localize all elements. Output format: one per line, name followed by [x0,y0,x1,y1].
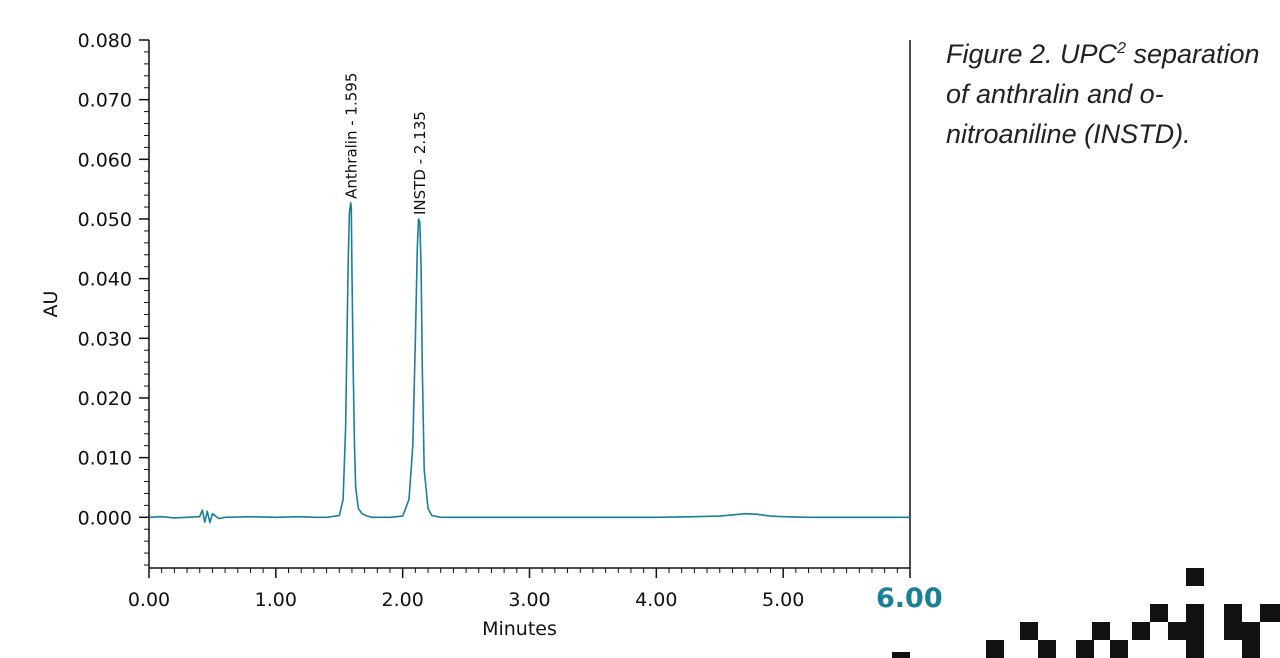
peak-label: Anthralin - 1.595 [342,73,360,199]
x-tick-label: 1.00 [255,589,297,611]
caption-superscript: 2 [1117,40,1126,57]
pixel-block [892,652,910,658]
pixel-block [1224,604,1242,622]
y-tick-label: 0.050 [78,209,132,231]
pixel-block [1186,568,1204,586]
pixel-block [1038,640,1056,658]
x-tick-label: 5.00 [762,589,804,611]
x-tick-label: 2.00 [382,589,424,611]
x-axis-ticks: 0.00 1.00 2.00 3.00 4.00 5.00 [128,568,911,611]
y-tick-label: 0.070 [78,90,132,112]
y-axis-title: AU [40,291,62,318]
y-tick-label: 0.000 [78,507,132,529]
x-tick-label: 0.00 [128,589,170,611]
x-tick-label: 4.00 [635,589,677,611]
peak-label: INSTD - 2.135 [411,111,429,215]
chromatogram-series-line [148,202,910,524]
pixel-block [1224,622,1260,640]
pixel-block [986,640,1004,658]
x-axis-title: Minutes [482,618,557,640]
y-tick-label: 0.040 [78,269,132,291]
pixel-block [1186,604,1204,622]
caption-prefix: Figure 2. UPC [946,39,1118,69]
x-tick-label-last: 6.00 [876,583,943,614]
caption-rest: separation of anthralin and o-nitroanili… [946,39,1260,149]
pixel-block [1092,622,1110,640]
pixel-block [1242,640,1260,658]
pixel-block [1150,604,1168,622]
figure-caption: Figure 2. UPC2 separation of anthralin a… [946,34,1266,154]
pixel-block [1020,622,1038,640]
pixel-block [1076,640,1094,658]
y-tick-label: 0.030 [78,328,132,350]
y-tick-label: 0.010 [78,448,132,470]
pixel-block [1186,640,1204,658]
x-tick-label: 3.00 [508,589,550,611]
series-group [148,202,910,524]
y-tick-label: 0.020 [78,388,132,410]
y-tick-label: 0.080 [78,30,132,52]
pixel-block [1260,604,1280,622]
pixel-block [1132,622,1150,640]
pixel-block [1168,622,1204,640]
pixel-pattern-decoration [892,568,1280,658]
plot-axes [148,40,911,569]
peak-labels: Anthralin - 1.595 INSTD - 2.135 [342,73,428,215]
y-axis-ticks: 0.000 0.010 0.020 0.030 0.040 0.050 0.060 0.070… [78,30,149,566]
pixel-block [1110,640,1128,658]
y-tick-label: 0.060 [78,149,132,171]
